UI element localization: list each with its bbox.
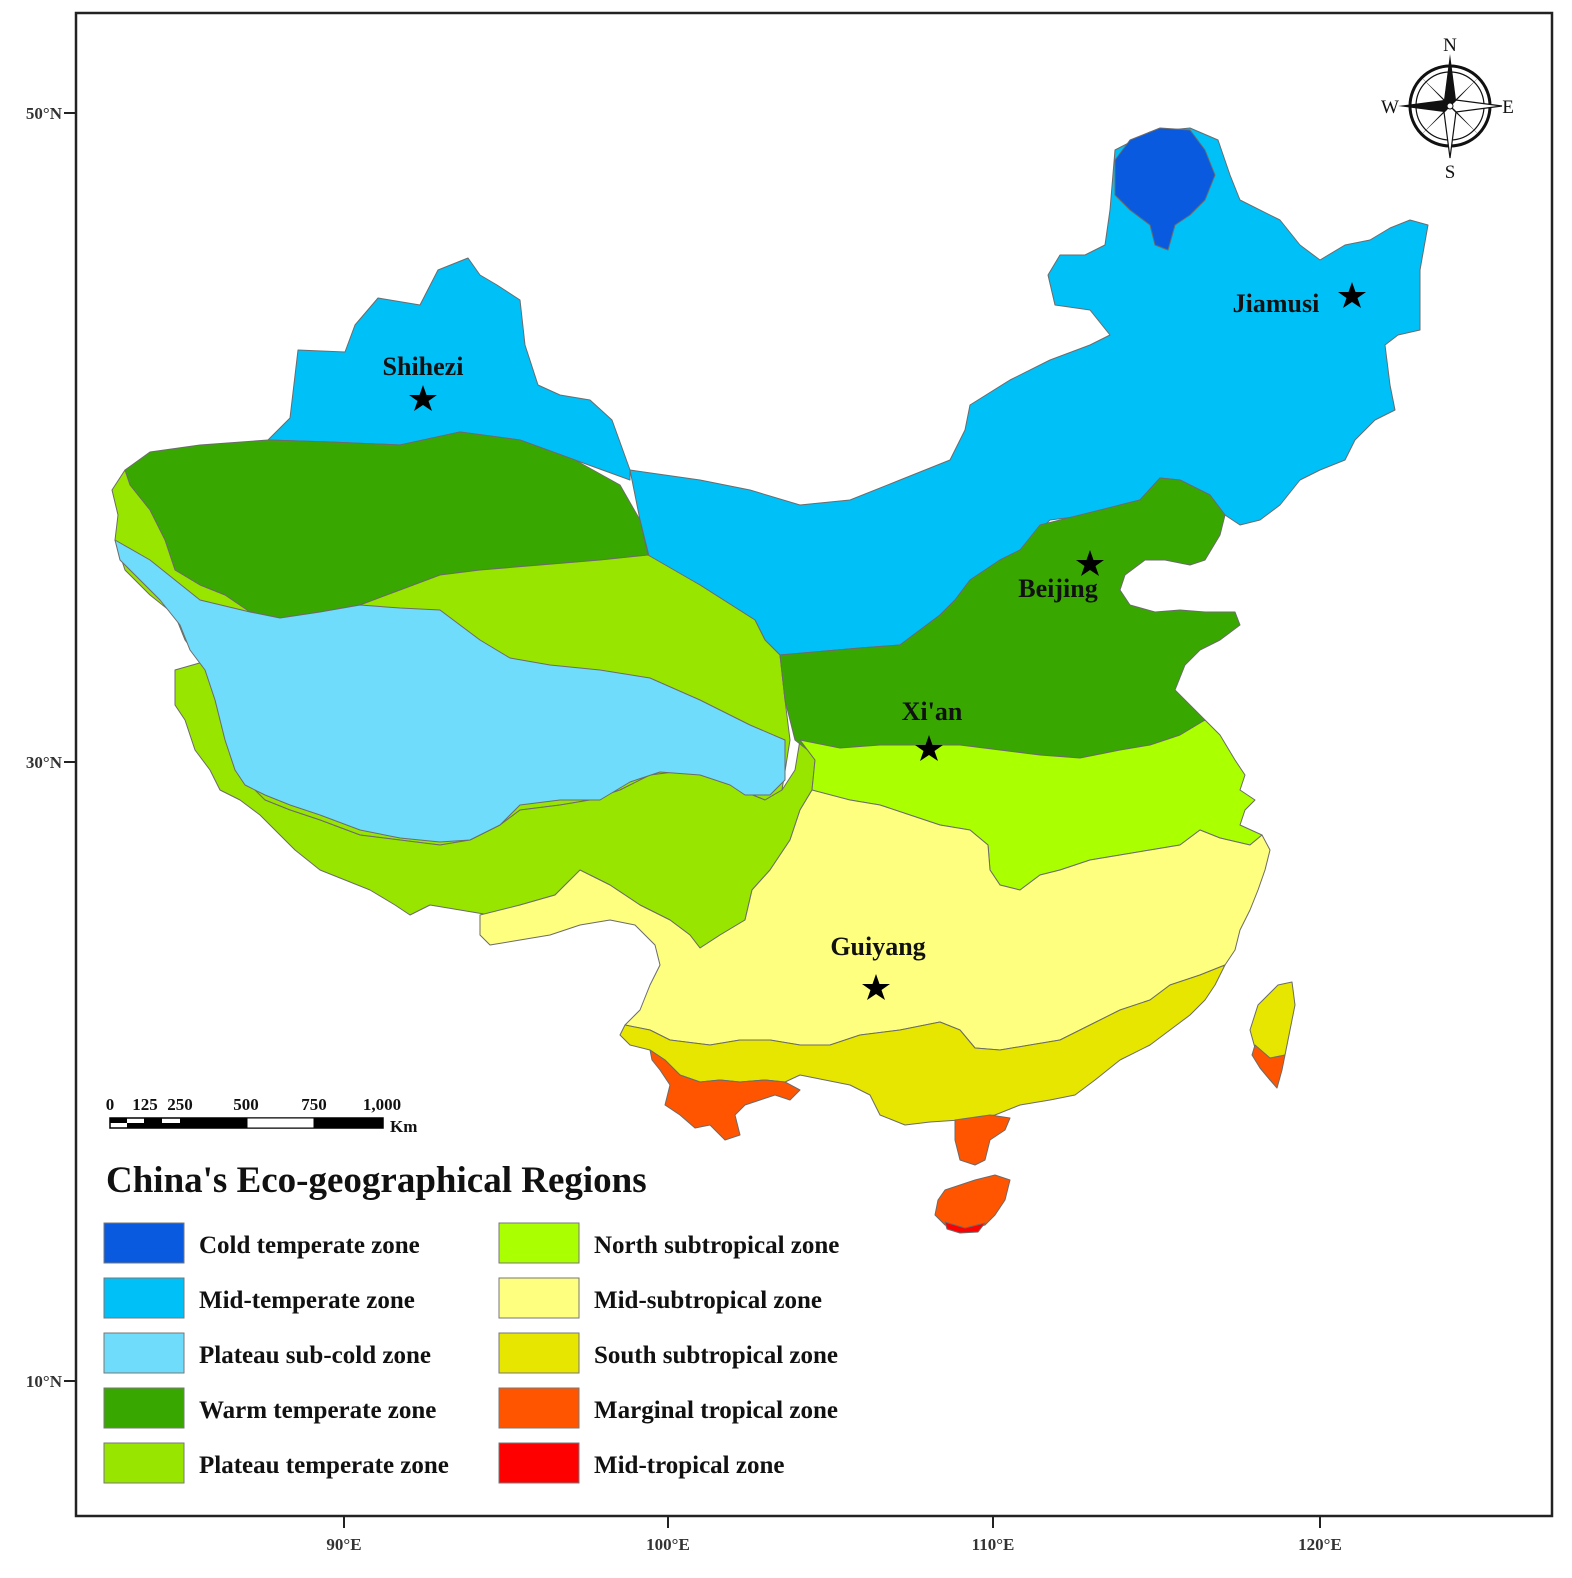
- lon-label-90e: 90°E: [326, 1535, 361, 1554]
- legend-item: Mid-tropical zone: [498, 1442, 784, 1484]
- city-label: Jiamusi: [1233, 289, 1320, 318]
- legend-swatch: [103, 1442, 185, 1484]
- region-mid-tropical-hainan: [944, 1221, 986, 1234]
- city-jiamusi: Jiamusi: [1233, 282, 1366, 318]
- legend-label: North subtropical zone: [594, 1232, 839, 1259]
- region-marginal-tropical-yunnan: [649, 1049, 801, 1141]
- lon-label-120e: 120°E: [1298, 1535, 1342, 1554]
- latitude-axis: 50°N 30°N 10°N: [26, 104, 76, 1391]
- legend-label: Mid-subtropical zone: [594, 1287, 822, 1314]
- legend-item: Mid-temperate zone: [103, 1277, 415, 1319]
- legend-label: Mid-tropical zone: [594, 1452, 784, 1479]
- scale-tick-label: 1,000: [363, 1095, 401, 1114]
- scale-tick-label: 0: [106, 1095, 115, 1114]
- legend-item: Warm temperate zone: [103, 1387, 436, 1429]
- region-marginal-tropical-taiwan: [1251, 1044, 1286, 1089]
- scale-tick-label: 125: [132, 1095, 158, 1114]
- city-label: Beijing: [1018, 574, 1097, 603]
- legend-swatch: [498, 1277, 580, 1319]
- regions: [111, 127, 1429, 1234]
- legend-item: North subtropical zone: [498, 1222, 839, 1264]
- legend-item: Plateau sub-cold zone: [103, 1332, 431, 1374]
- region-marginal-tropical-leizhou: [954, 1114, 1011, 1166]
- star-icon: [1076, 550, 1104, 576]
- lat-label-30n: 30°N: [26, 753, 63, 772]
- star-icon: [1338, 282, 1366, 308]
- scale-unit-label: Km: [390, 1117, 417, 1136]
- compass-rose-icon: N S E W: [1381, 35, 1514, 183]
- legend-swatch: [498, 1442, 580, 1484]
- scale-tick-label: 750: [301, 1095, 327, 1114]
- legend-title: China's Eco-geographical Regions: [106, 1160, 647, 1201]
- star-icon: [409, 385, 437, 411]
- city-shihezi: Shihezi: [383, 352, 464, 411]
- legend-item: Mid-subtropical zone: [498, 1277, 822, 1319]
- legend-swatch: [103, 1277, 185, 1319]
- region-cold-temperate: [1114, 127, 1216, 251]
- lat-label-50n: 50°N: [26, 104, 63, 123]
- longitude-axis: 90°E 100°E 110°E 120°E: [326, 1516, 1342, 1554]
- legend-label: Marginal tropical zone: [594, 1397, 838, 1424]
- legend-swatch: [498, 1332, 580, 1374]
- region-plateau-sub-cold: [114, 539, 786, 843]
- legend-swatch: [103, 1332, 185, 1374]
- legend-label: Mid-temperate zone: [199, 1287, 415, 1314]
- city-label: Guiyang: [830, 932, 925, 961]
- city-beijing: Beijing: [1018, 550, 1104, 603]
- legend-item: Marginal tropical zone: [498, 1387, 838, 1429]
- city-xian: Xi'an: [902, 697, 963, 761]
- city-markers: Shihezi Jiamusi Beijing Xi'an Guiyang: [383, 282, 1366, 1000]
- city-guiyang: Guiyang: [830, 932, 926, 1000]
- scale-bar: 0 125 250 500 750 1,000 Km: [106, 1095, 418, 1136]
- compass-north-label: N: [1443, 35, 1457, 56]
- legend-item: Cold temperate zone: [103, 1222, 420, 1264]
- legend-swatch: [498, 1222, 580, 1264]
- legend: China's Eco-geographical Regions Cold te…: [103, 1160, 839, 1484]
- lat-label-10n: 10°N: [26, 1372, 63, 1391]
- scale-tick-label: 250: [167, 1095, 193, 1114]
- compass-south-label: S: [1445, 162, 1456, 183]
- star-icon: [862, 974, 890, 1000]
- compass-west-label: W: [1381, 97, 1399, 118]
- legend-label: Plateau sub-cold zone: [199, 1342, 431, 1369]
- legend-item: Plateau temperate zone: [103, 1442, 449, 1484]
- legend-label: South subtropical zone: [594, 1342, 838, 1369]
- compass-east-label: E: [1502, 97, 1514, 118]
- region-marginal-tropical-hainan: [934, 1174, 1011, 1231]
- lon-label-110e: 110°E: [972, 1535, 1015, 1554]
- star-icon: [915, 735, 943, 761]
- legend-label: Warm temperate zone: [199, 1397, 436, 1424]
- city-label: Xi'an: [902, 697, 963, 726]
- legend-label: Cold temperate zone: [199, 1232, 420, 1259]
- legend-label: Plateau temperate zone: [199, 1452, 449, 1479]
- scale-tick-label: 500: [233, 1095, 259, 1114]
- legend-swatch: [498, 1387, 580, 1429]
- city-label: Shihezi: [383, 352, 464, 381]
- legend-swatch: [103, 1222, 185, 1264]
- legend-item: South subtropical zone: [498, 1332, 838, 1374]
- legend-swatch: [103, 1387, 185, 1429]
- lon-label-100e: 100°E: [646, 1535, 690, 1554]
